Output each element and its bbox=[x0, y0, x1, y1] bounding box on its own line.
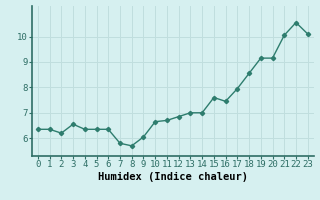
X-axis label: Humidex (Indice chaleur): Humidex (Indice chaleur) bbox=[98, 172, 248, 182]
